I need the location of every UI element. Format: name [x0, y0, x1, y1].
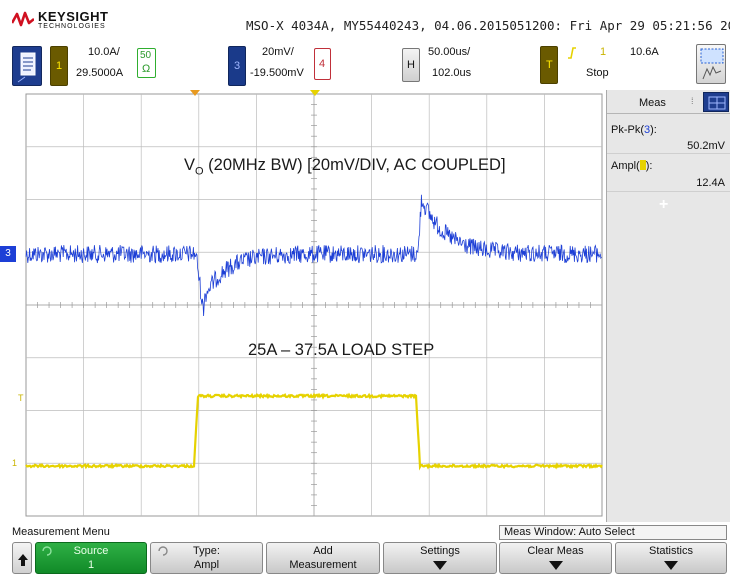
drag-handle-icon[interactable]: ⁞	[691, 96, 694, 106]
load-step-annotation: 25A – 37.5A LOAD STEP	[248, 341, 435, 359]
channel-1-key[interactable]: 1	[50, 46, 68, 86]
pkpk-name: Pk-Pk(	[611, 124, 644, 136]
file-explorer-button[interactable]	[12, 46, 42, 86]
cursor-zoom-button[interactable]	[696, 44, 726, 84]
ch3-offset: -19.500mV	[250, 67, 304, 79]
type-value: Ampl	[193, 559, 220, 571]
meas-window-text: Meas Window: Auto Select	[504, 526, 635, 538]
ch3-vo-trace	[25, 194, 602, 317]
trigger-level: 10.6A	[630, 46, 659, 58]
add-measurement-plus[interactable]: +	[659, 196, 669, 213]
brand-name: KEYSIGHT	[38, 9, 109, 24]
submenu-arrow-icon	[433, 561, 447, 570]
ch3-scale: 20mV/	[262, 46, 294, 58]
add-label-2: Measurement	[289, 559, 357, 571]
settings-softkey[interactable]: Settings	[383, 542, 497, 574]
settings-label: Settings	[420, 545, 460, 557]
clear-meas-softkey[interactable]: Clear Meas	[499, 542, 612, 574]
panel-toggle-button[interactable]	[703, 92, 729, 112]
meas-window-label: Meas Window: Auto Select	[499, 525, 727, 540]
type-softkey[interactable]: Type: Ampl	[150, 542, 263, 574]
source-softkey[interactable]: Source 1	[35, 542, 147, 574]
rotate-knob-icon	[42, 546, 52, 556]
horizontal-letter: H	[407, 59, 415, 71]
horizontal-delay: 102.0us	[432, 67, 472, 79]
keysight-wave-icon	[12, 11, 34, 27]
meas-panel-title: Meas	[639, 97, 666, 109]
pkpk-label: Pk-Pk(3):	[611, 124, 657, 136]
vo-annotation: VO (20MHz BW) [20mV/DIV, AC COUPLED]	[184, 156, 506, 177]
channel-1-number: 1	[56, 60, 63, 72]
ohm-symbol: Ω	[142, 63, 151, 75]
channel-3-key[interactable]: 3	[228, 46, 246, 86]
meas-panel-header: Meas ⁞	[607, 90, 730, 114]
measurement-ampl[interactable]: Ampl(): 12.4A	[607, 156, 730, 192]
ch3-ground-marker[interactable]: 3	[0, 246, 16, 262]
menu-title: Measurement Menu	[12, 526, 110, 538]
source-label: Source	[73, 545, 109, 557]
acquisition-status: Stop	[586, 67, 609, 79]
vo-subscript: O	[195, 165, 204, 178]
ch1-load-step-trace	[25, 392, 603, 471]
vo-symbol: V	[184, 156, 196, 174]
clear-label: Clear Meas	[527, 545, 584, 557]
channel-3-number: 3	[234, 60, 241, 72]
trigger-edge-icon	[568, 47, 576, 59]
rotate-knob-icon	[158, 546, 168, 556]
ch1-offset: 29.5000A	[76, 67, 124, 79]
zoom-rectangle-icon	[700, 48, 724, 80]
trigger-letter: T	[546, 59, 553, 71]
brand-sub: TECHNOLOGIES	[38, 23, 106, 30]
statistics-softkey[interactable]: Statistics	[615, 542, 727, 574]
back-button[interactable]	[12, 542, 32, 574]
trigger-key[interactable]: T	[540, 46, 558, 84]
ch1-impedance-badge: 50 Ω	[137, 48, 156, 78]
trigger-level-marker[interactable]: T	[18, 393, 24, 403]
ampl-close: ):	[645, 160, 653, 172]
channel-settings-bar: 1 10.0A/ 29.5000A 50 Ω 3 20mV/ -19.500mV…	[0, 38, 730, 90]
vo-description: (20MHz BW) [20mV/DIV, AC COUPLED]	[203, 156, 506, 174]
pkpk-value: 50.2mV	[687, 140, 725, 152]
submenu-arrow-icon	[548, 561, 563, 570]
pkpk-close: ):	[650, 124, 657, 136]
ch1-scale: 10.0A/	[88, 46, 120, 58]
ampl-label: Ampl():	[611, 160, 652, 172]
channel-4-number: 4	[319, 58, 326, 70]
trigger-source: 1	[600, 46, 607, 58]
grid-panel-icon	[708, 96, 726, 110]
channel-4-key[interactable]: 4	[314, 48, 331, 80]
add-label: Add	[313, 545, 333, 557]
ch3-marker-label: 3	[5, 248, 11, 259]
measurement-panel: Meas ⁞ Pk-Pk(3): 50.2mV Ampl(): 12.4A +	[606, 90, 730, 522]
add-measurement-softkey[interactable]: Add Measurement	[266, 542, 380, 574]
trigger-position-marker	[190, 90, 200, 96]
ampl-name: Ampl(	[611, 160, 640, 172]
timebase: 50.00us/	[428, 46, 471, 58]
ampl-value: 12.4A	[696, 177, 725, 189]
top-bar: KEYSIGHT TECHNOLOGIES MSO-X 4034A, MY554…	[0, 0, 730, 38]
graticule	[25, 93, 603, 517]
impedance-value: 50	[140, 50, 152, 61]
delay-reference-marker	[310, 90, 320, 96]
waveform-display[interactable]: VO (20MHz BW) [20mV/DIV, AC COUPLED] 25A…	[0, 90, 606, 522]
pkpk-source: 3	[644, 124, 651, 136]
statistics-label: Statistics	[648, 545, 693, 557]
ch1-ground-marker[interactable]: 1	[12, 458, 18, 468]
type-label: Type:	[193, 545, 220, 557]
measurement-pkpk[interactable]: Pk-Pk(3): 50.2mV	[607, 118, 730, 154]
submenu-arrow-icon	[664, 561, 678, 570]
keysight-logo: KEYSIGHT TECHNOLOGIES	[12, 8, 124, 36]
instrument-info-line: MSO-X 4034A, MY55440243, 04.06.201505120…	[246, 18, 730, 33]
softkey-menu: Measurement Menu Meas Window: Auto Selec…	[0, 522, 730, 575]
document-icon	[17, 52, 36, 83]
horizontal-key[interactable]: H	[402, 48, 420, 82]
ampl-source-swatch	[639, 160, 646, 170]
source-value: 1	[87, 559, 95, 571]
up-arrow-icon	[18, 554, 28, 566]
